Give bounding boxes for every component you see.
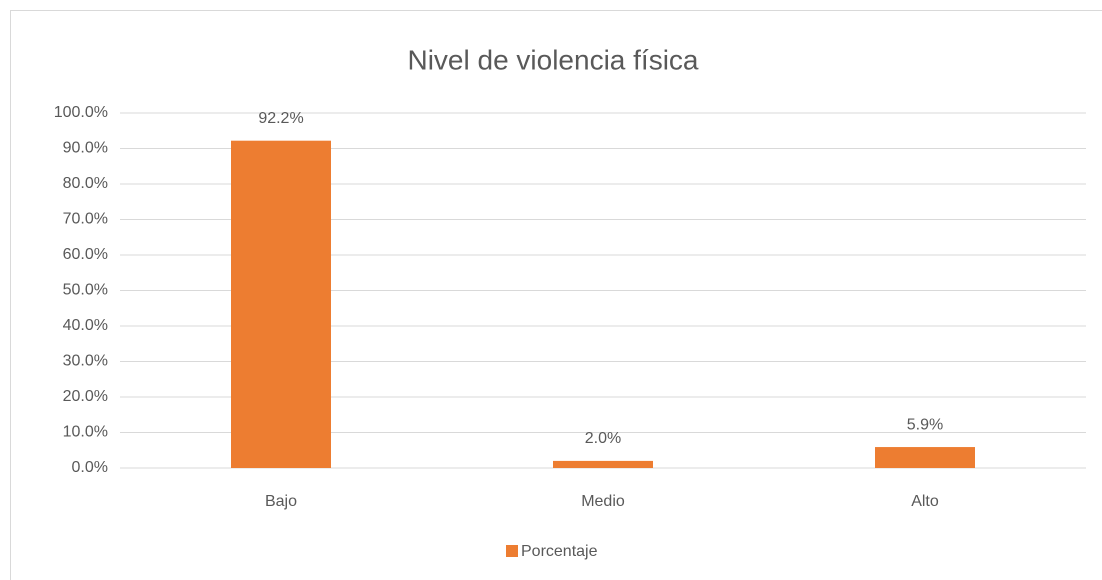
- y-tick-label: 0.0%: [72, 459, 108, 476]
- chart-title: Nivel de violencia física: [407, 44, 698, 75]
- x-tick-label: Medio: [581, 493, 625, 510]
- y-tick-label: 30.0%: [63, 353, 108, 370]
- data-label: 5.9%: [907, 416, 943, 433]
- data-label: 2.0%: [585, 430, 621, 447]
- y-tick-label: 40.0%: [63, 317, 108, 334]
- y-tick-label: 80.0%: [63, 175, 108, 192]
- y-tick-label: 100.0%: [54, 104, 108, 121]
- y-tick-label: 50.0%: [63, 282, 108, 299]
- chart-border: [10, 10, 1102, 580]
- data-label: 92.2%: [258, 110, 303, 127]
- y-tick-label: 60.0%: [63, 246, 108, 263]
- x-tick-label: Alto: [911, 493, 939, 510]
- y-tick-label: 70.0%: [63, 211, 108, 228]
- bar: [875, 447, 975, 468]
- bar: [553, 460, 653, 468]
- legend-swatch: [506, 545, 518, 557]
- y-tick-label: 20.0%: [63, 388, 108, 405]
- y-tick-label: 10.0%: [63, 424, 108, 441]
- bar: [231, 140, 331, 468]
- legend-label: Porcentaje: [521, 543, 598, 560]
- x-tick-label: Bajo: [265, 493, 297, 510]
- y-tick-label: 90.0%: [63, 140, 108, 157]
